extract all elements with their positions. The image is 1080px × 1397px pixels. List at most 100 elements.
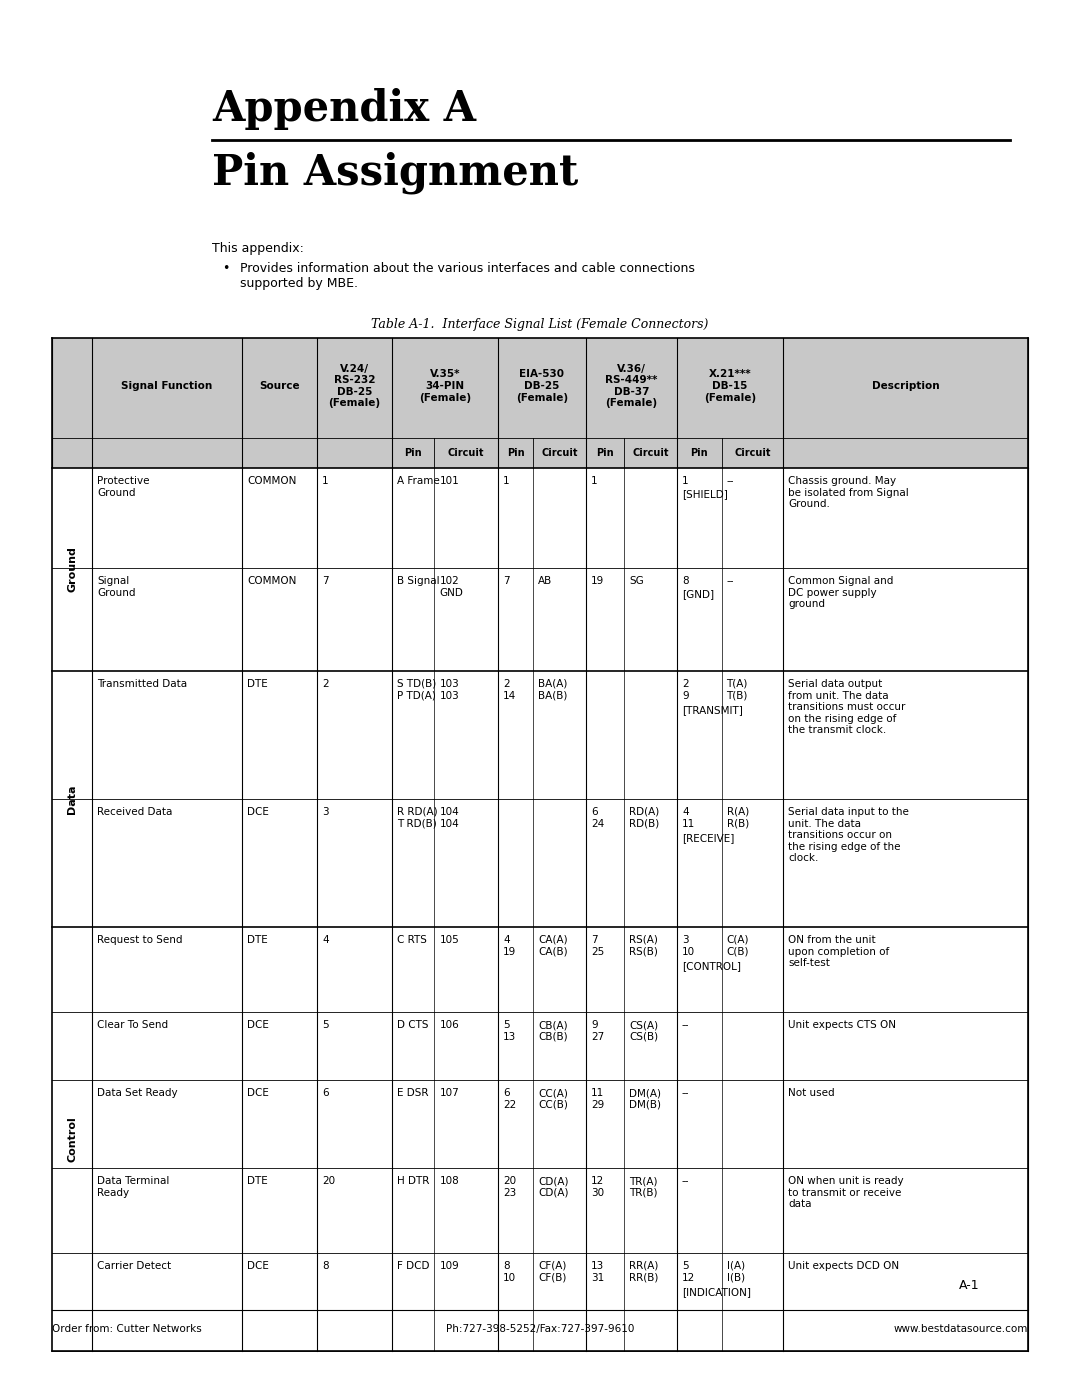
Text: Chassis ground. May
be isolated from Signal
Ground.: Chassis ground. May be isolated from Sig… — [788, 476, 908, 509]
Text: X.21***
DB-15
(Female): X.21*** DB-15 (Female) — [704, 369, 756, 402]
Text: 6
24: 6 24 — [591, 807, 604, 828]
Text: DCE: DCE — [247, 1261, 269, 1271]
Text: 103
103: 103 103 — [440, 679, 459, 701]
Bar — [52, 1080, 1028, 1168]
Text: T(A)
T(B): T(A) T(B) — [727, 679, 747, 701]
Text: DCE: DCE — [247, 807, 269, 817]
Text: 8: 8 — [322, 1261, 328, 1271]
Text: ON from the unit
upon completion of
self-test: ON from the unit upon completion of self… — [788, 935, 889, 968]
Text: Source: Source — [259, 381, 300, 391]
Text: --: -- — [681, 1176, 689, 1186]
Text: DCE: DCE — [247, 1088, 269, 1098]
Text: Data: Data — [67, 784, 77, 813]
Text: Unit expects DCD ON: Unit expects DCD ON — [788, 1261, 900, 1271]
Text: 108: 108 — [440, 1176, 459, 1186]
Text: COMMON: COMMON — [247, 476, 296, 486]
Text: Circuit: Circuit — [633, 448, 669, 458]
Text: 5: 5 — [322, 1020, 328, 1030]
Bar — [52, 671, 1028, 799]
Text: Carrier Detect: Carrier Detect — [97, 1261, 171, 1271]
Text: C(A)
C(B): C(A) C(B) — [727, 935, 750, 957]
Bar — [52, 928, 1028, 1011]
Text: CB(A)
CB(B): CB(A) CB(B) — [538, 1020, 568, 1042]
Text: Circuit: Circuit — [448, 448, 485, 458]
Text: 2: 2 — [322, 679, 328, 689]
Text: --: -- — [681, 1020, 689, 1030]
Text: 4
19: 4 19 — [503, 935, 516, 957]
Text: Pin: Pin — [596, 448, 613, 458]
Text: www.bestdatasource.com: www.bestdatasource.com — [893, 1324, 1028, 1334]
Text: CA(A)
CA(B): CA(A) CA(B) — [538, 935, 568, 957]
Text: 2
14: 2 14 — [503, 679, 516, 701]
Bar — [52, 1168, 1028, 1253]
Text: Description: Description — [872, 381, 940, 391]
Text: 20: 20 — [322, 1176, 335, 1186]
Text: E DSR: E DSR — [397, 1088, 429, 1098]
Text: Transmitted Data: Transmitted Data — [97, 679, 187, 689]
Text: B Signal: B Signal — [397, 576, 440, 585]
Text: Pin: Pin — [507, 448, 525, 458]
Text: [GND]: [GND] — [681, 590, 714, 599]
Text: Received Data: Received Data — [97, 807, 173, 817]
Bar — [52, 468, 1028, 569]
Text: 9
27: 9 27 — [591, 1020, 604, 1042]
Text: Not used: Not used — [788, 1088, 835, 1098]
Text: A-1: A-1 — [959, 1280, 980, 1292]
Text: 3: 3 — [322, 807, 328, 817]
Text: Clear To Send: Clear To Send — [97, 1020, 168, 1030]
Text: Data Terminal
Ready: Data Terminal Ready — [97, 1176, 170, 1197]
Text: 2
9: 2 9 — [681, 679, 689, 701]
Text: AB: AB — [538, 576, 553, 585]
Text: 7
25: 7 25 — [591, 935, 604, 957]
Text: [CONTROL]: [CONTROL] — [681, 961, 741, 971]
Text: 3
10: 3 10 — [681, 935, 696, 957]
Text: Unit expects CTS ON: Unit expects CTS ON — [788, 1020, 896, 1030]
Text: R(A)
R(B): R(A) R(B) — [727, 807, 748, 828]
Text: •: • — [222, 263, 229, 275]
Text: 4
11: 4 11 — [681, 807, 696, 828]
Text: This appendix:: This appendix: — [212, 242, 303, 256]
Text: RR(A)
RR(B): RR(A) RR(B) — [630, 1261, 659, 1282]
Text: RD(A)
RD(B): RD(A) RD(B) — [630, 807, 660, 828]
Text: Control: Control — [67, 1116, 77, 1162]
Text: 102
GND: 102 GND — [440, 576, 463, 598]
Text: 101: 101 — [440, 476, 459, 486]
Text: Serial data output
from unit. The data
transitions must occur
on the rising edge: Serial data output from unit. The data t… — [788, 679, 905, 735]
Text: 11
29: 11 29 — [591, 1088, 604, 1109]
Text: COMMON: COMMON — [247, 576, 296, 585]
Text: Common Signal and
DC power supply
ground: Common Signal and DC power supply ground — [788, 576, 893, 609]
Text: 12
30: 12 30 — [591, 1176, 604, 1197]
Text: DTE: DTE — [247, 679, 268, 689]
Text: --: -- — [681, 1088, 689, 1098]
Text: [TRANSMIT]: [TRANSMIT] — [681, 705, 743, 715]
Text: [INDICATION]: [INDICATION] — [681, 1287, 751, 1296]
Text: 20
23: 20 23 — [503, 1176, 516, 1197]
Text: EIA-530
DB-25
(Female): EIA-530 DB-25 (Female) — [516, 369, 568, 402]
Text: 106: 106 — [440, 1020, 459, 1030]
Text: 5
13: 5 13 — [503, 1020, 516, 1042]
Text: 1: 1 — [681, 476, 689, 486]
Text: 5
12: 5 12 — [681, 1261, 696, 1282]
Bar — [52, 1253, 1028, 1351]
Text: CC(A)
CC(B): CC(A) CC(B) — [538, 1088, 568, 1109]
Text: 8: 8 — [681, 576, 689, 585]
Text: Ground: Ground — [67, 546, 77, 592]
Text: 7: 7 — [503, 576, 510, 585]
Text: DM(A)
DM(B): DM(A) DM(B) — [630, 1088, 661, 1109]
Text: RS(A)
RS(B): RS(A) RS(B) — [630, 935, 658, 957]
Text: CD(A)
CD(A): CD(A) CD(A) — [538, 1176, 569, 1197]
Text: BA(A)
BA(B): BA(A) BA(B) — [538, 679, 568, 701]
Text: Ph:727-398-5252/Fax:727-397-9610: Ph:727-398-5252/Fax:727-397-9610 — [446, 1324, 634, 1334]
Text: SG: SG — [630, 576, 644, 585]
Text: Pin: Pin — [404, 448, 422, 458]
Text: 8
10: 8 10 — [503, 1261, 516, 1282]
Text: R RD(A)
T RD(B): R RD(A) T RD(B) — [397, 807, 437, 828]
Text: 1: 1 — [591, 476, 597, 486]
Text: Table A-1.  Interface Signal List (Female Connectors): Table A-1. Interface Signal List (Female… — [372, 319, 708, 331]
Text: V.36/
RS-449**
DB-37
(Female): V.36/ RS-449** DB-37 (Female) — [605, 363, 658, 408]
Text: Signal
Ground: Signal Ground — [97, 576, 135, 598]
Text: A Frame: A Frame — [397, 476, 440, 486]
Bar — [52, 1011, 1028, 1080]
Text: D CTS: D CTS — [397, 1020, 429, 1030]
Text: Pin: Pin — [690, 448, 708, 458]
